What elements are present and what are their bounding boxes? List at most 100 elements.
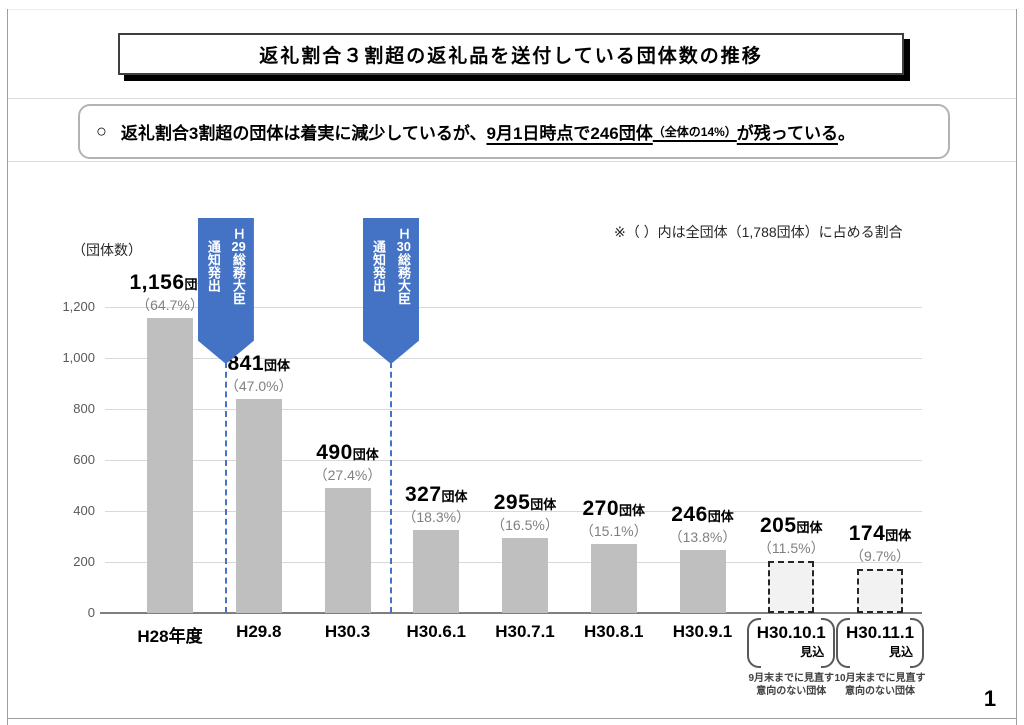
forecast-caption: 10月末までに見直す 意向のない団体 xyxy=(834,673,926,697)
bar-value-number: 1,156 xyxy=(129,271,185,294)
x-axis-label: H30.3 xyxy=(324,622,371,641)
bar-value-suffix: 団体 xyxy=(796,520,823,535)
bar-value-line: 490団体 xyxy=(283,442,413,465)
x-axis-line xyxy=(100,612,922,614)
key-message-underlined: 9月1日時点で246団体 xyxy=(486,124,653,143)
x-axis-label: H30.6.1 xyxy=(406,622,467,641)
notice-banner-line2: 通知発出 xyxy=(370,240,386,292)
page-title-text: 返礼割合３割超の返礼品を送付している団体数の推移 xyxy=(259,45,763,67)
notice-banner-text: Ｈ29総務大臣 通知発出 xyxy=(201,218,251,364)
forecast-bracket: H30.11.1 見込 xyxy=(836,618,924,668)
bar-value-label: 490団体 （27.4%） xyxy=(283,442,413,484)
bar-value-suffix: 団体 xyxy=(264,358,291,373)
bar-value-label: 205団体 （11.5%） xyxy=(726,515,856,557)
bar-value-label: 841団体 （47.0%） xyxy=(194,353,324,395)
forecast-caption: 9月末までに見直す 意向のない団体 xyxy=(748,673,835,697)
notice-banner-rest: 総務大臣 xyxy=(395,253,411,305)
bar-value-number: 270 xyxy=(582,497,620,520)
bar-value-label: 270団体 （15.1%） xyxy=(549,498,679,540)
bar-percent-label: （9.7%） xyxy=(850,548,910,564)
y-tick-label: 200 xyxy=(73,554,95,569)
bar-value-number: 174 xyxy=(848,522,886,545)
notice-banner-prefix: Ｈ xyxy=(230,227,246,240)
y-tick-label: 1,200 xyxy=(62,299,95,314)
bar-value-number: 327 xyxy=(404,483,442,506)
bar-value-line: 841団体 xyxy=(194,353,324,376)
bar-value-label: 1,156団体 （64.7%） xyxy=(105,272,235,314)
bar-value-label: 295団体 （16.5%） xyxy=(460,492,590,534)
page-border-top xyxy=(7,9,1017,10)
notice-banner: Ｈ30総務大臣 通知発出 xyxy=(362,218,419,364)
gridline xyxy=(105,307,922,308)
notice-dashed-line xyxy=(224,362,227,613)
bar-value-number: 841 xyxy=(227,352,265,375)
forecast-bar xyxy=(768,561,815,613)
y-tick-label: 0 xyxy=(87,605,95,620)
bar-value-line: 327団体 xyxy=(371,484,501,507)
gridline xyxy=(105,358,922,359)
x-axis-label: H30.10.1 xyxy=(756,623,826,642)
notice-banner-text: Ｈ30総務大臣 通知発出 xyxy=(366,218,416,364)
bar-percent-label: （27.4%） xyxy=(313,467,382,483)
bar-value-line: 205団体 xyxy=(726,515,856,538)
notice-banner-rest: 総務大臣 xyxy=(230,253,246,305)
bar-percent-label: （18.3%） xyxy=(402,509,471,525)
bar-percent-label: （15.1%） xyxy=(579,523,648,539)
notice-banner-line2: 通知発出 xyxy=(205,240,221,292)
bar-value-suffix: 団体 xyxy=(885,528,912,543)
bar xyxy=(590,544,637,613)
bar-value-suffix: 団体 xyxy=(707,509,734,524)
divider-line-bottom xyxy=(8,161,1016,162)
bar xyxy=(413,530,460,613)
page-border-bottom xyxy=(7,718,1017,719)
bar-value-number: 295 xyxy=(493,491,531,514)
y-axis-unit-label: （団体数） xyxy=(72,242,142,258)
bar-value-line: 295団体 xyxy=(460,492,590,515)
divider-line-top xyxy=(8,98,1016,99)
notice-banner-year: 30 xyxy=(396,240,411,253)
forecast-flag-label: 見込 xyxy=(888,645,913,659)
bar xyxy=(147,318,193,613)
bar-value-line: 270団体 xyxy=(549,498,679,521)
bar xyxy=(502,538,548,613)
page-number: 1 xyxy=(983,686,997,711)
x-axis-label: H29.8 xyxy=(236,622,282,641)
page-title: 返礼割合３割超の返礼品を送付している団体数の推移 xyxy=(118,33,904,75)
bar-percent-label: （47.0%） xyxy=(224,378,293,394)
bar-value-suffix: 団体 xyxy=(530,497,557,512)
bar-value-suffix: 団体 xyxy=(441,489,468,504)
bar-value-label: 246団体 （13.8%） xyxy=(638,504,768,546)
bar-value-label: 174団体 （9.7%） xyxy=(815,523,945,565)
bar-percent-label: （64.7%） xyxy=(136,297,204,313)
x-axis-label: H28年度 xyxy=(137,627,203,646)
y-tick-label: 600 xyxy=(73,452,95,467)
forecast-flag-label: 見込 xyxy=(800,645,825,659)
bar-value-label: 327団体 （18.3%） xyxy=(371,484,501,526)
bar-percent-label: （13.8%） xyxy=(668,529,737,545)
notice-banner: Ｈ29総務大臣 通知発出 xyxy=(197,218,254,364)
key-message-underlined-tail: が残っている xyxy=(736,124,838,143)
gridline xyxy=(105,460,922,461)
y-tick-label: 1,000 xyxy=(62,350,95,365)
x-axis-label: H30.9.1 xyxy=(672,622,733,641)
notice-banner-year: 29 xyxy=(231,240,246,253)
forecast-bracket: H30.10.1 見込 xyxy=(747,618,836,668)
bar xyxy=(324,488,371,613)
notice-dashed-line xyxy=(389,362,392,613)
bar-percent-label: （16.5%） xyxy=(491,517,559,533)
bar-percent-label: （11.5%） xyxy=(757,540,825,556)
key-message-box: ○ 返礼割合3割超の団体は着実に減少しているが、 9月1日時点で246団体 （全体の… xyxy=(78,104,950,159)
x-axis-label: H30.11.1 xyxy=(845,623,915,642)
page-border-right xyxy=(1016,9,1017,725)
key-message-plain: 返礼割合3割超の団体は着実に減少しているが、 xyxy=(120,124,487,143)
bar-value-number: 490 xyxy=(316,441,353,464)
gridline xyxy=(105,511,922,512)
bar-value-number: 205 xyxy=(759,514,797,537)
key-message-underlined-small: （全体の14%） xyxy=(652,125,737,139)
page-border-left xyxy=(7,9,8,725)
forecast-bar xyxy=(857,569,903,613)
bar-value-line: 174団体 xyxy=(815,523,945,546)
key-message-period: 。 xyxy=(837,124,855,143)
y-tick-label: 800 xyxy=(73,401,95,416)
